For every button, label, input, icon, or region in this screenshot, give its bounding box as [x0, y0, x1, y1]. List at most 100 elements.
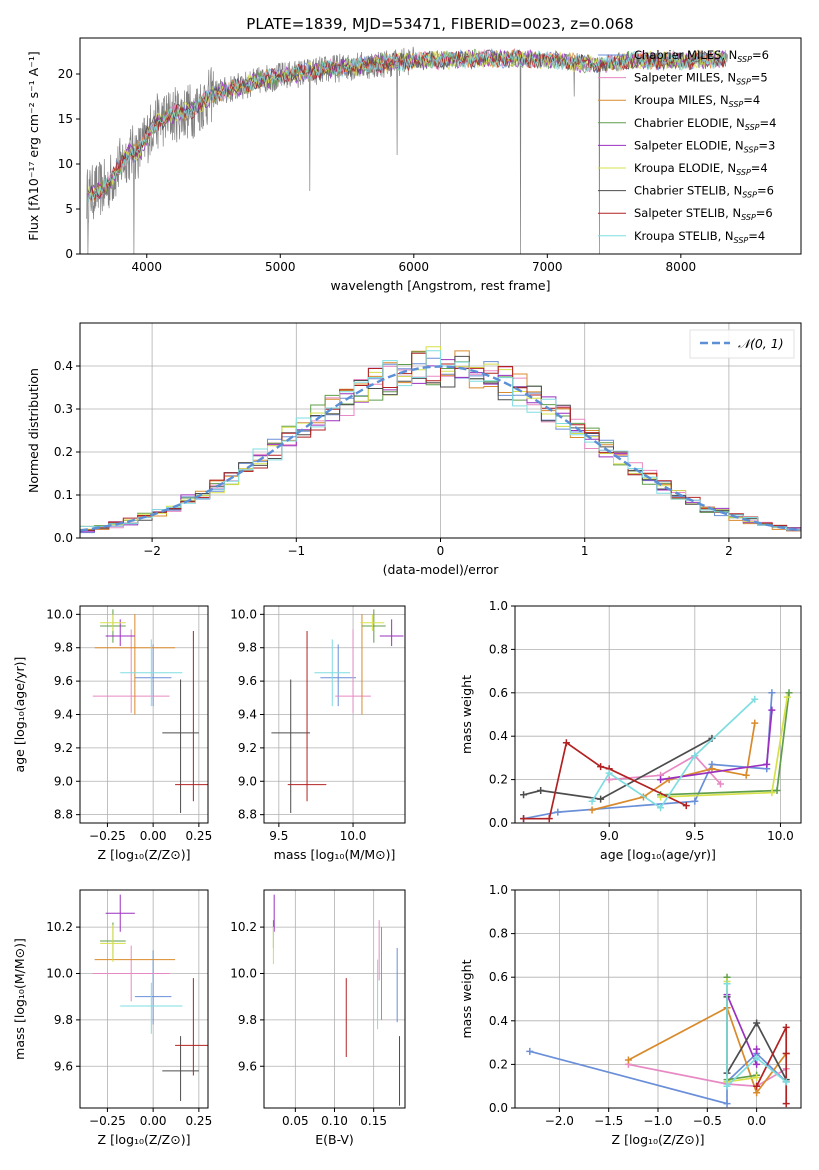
series-marker: [537, 786, 545, 794]
y-tick-label: 0.0: [489, 1101, 508, 1115]
x-tick-label: 1: [581, 544, 589, 558]
y-tick-label: 10.0: [230, 607, 257, 621]
y-tick-label: 0: [65, 247, 73, 261]
series-kroupa-elodie: [657, 693, 791, 801]
series-marker: [624, 1056, 632, 1064]
legend-entry-chabrier-stelib: Chabrier STELIB, NSSP=6: [634, 184, 774, 200]
y-axis-label: mass weight: [459, 959, 474, 1038]
series-marker: [520, 815, 528, 823]
x-tick-label: 0.15: [360, 1114, 387, 1128]
series-salpeter-stelib: [520, 739, 690, 823]
series-marker: [763, 760, 771, 768]
y-tick-label: 0.8: [489, 642, 508, 656]
series-marker: [753, 1089, 761, 1097]
x-tick-label: 10.0: [340, 829, 367, 843]
errorbar-kroupa-elodie: [100, 924, 126, 962]
x-axis-label: Z [log₁₀(Z/Z⊙)]: [98, 847, 191, 862]
x-tick-label: 0: [437, 544, 445, 558]
x-tick-label: −1: [287, 544, 305, 558]
legend-entry-salpeter-stelib: Salpeter STELIB, NSSP=6: [634, 206, 773, 222]
y-tick-label: 9.6: [54, 1059, 73, 1073]
errorbar-salpeter-stelib: [287, 631, 327, 802]
axes: −2 −1 0 1 2 0.0 0.1 0.2 0.3 0.4 (data-model)/error…: [26, 322, 802, 577]
y-tick-label: 10.0: [46, 607, 73, 621]
y-tick-label: 0.2: [489, 1057, 508, 1071]
series-marker: [768, 689, 776, 697]
y-axis-label: mass [log₁₀(M/M⊙)]: [12, 938, 27, 1060]
y-tick-label: 0.2: [489, 773, 508, 787]
y-tick-label: 0.8: [489, 927, 508, 941]
series-marker: [753, 1073, 761, 1081]
y-tick-label: 0.6: [489, 686, 508, 700]
series-marker: [657, 793, 665, 801]
x-tick-label: −2.0: [545, 1114, 574, 1128]
plot-area: [515, 890, 801, 1108]
x-tick-label: 0.00: [140, 1114, 167, 1128]
errorbar-chabrier-elodie: [361, 609, 386, 643]
x-axis-label: Z [log₁₀(Z/Z⊙)]: [98, 1132, 191, 1147]
series-marker: [751, 719, 759, 727]
y-tick-label: 0.3: [54, 402, 73, 416]
series-marker: [554, 808, 562, 816]
x-axis-label: age [log₁₀(age/yr)]: [600, 847, 716, 862]
x-tick-label: −2: [143, 544, 161, 558]
x-tick-label: −0.25: [89, 829, 126, 843]
series-marker: [783, 693, 791, 701]
y-tick-label: 10.2: [46, 920, 73, 934]
x-tick-label: 5000: [265, 260, 296, 274]
series-line: [523, 737, 713, 800]
series-marker: [605, 776, 613, 784]
errorbar-salpeter-stelib: [175, 978, 208, 1076]
legend-entry-kroupa-miles: Kroupa MILES, NSSP=4: [634, 93, 760, 109]
x-tick-label: 0.25: [185, 829, 212, 843]
x-axis-label: wavelength [Angstrom, rest frame]: [330, 278, 550, 293]
series-line: [628, 1006, 787, 1095]
series-marker: [782, 1100, 790, 1108]
y-tick-label: 0.1: [54, 488, 73, 502]
y-tick-label: 10: [58, 157, 73, 171]
x-tick-label: 0.25: [185, 1114, 212, 1128]
axes: −0.25 0.00 0.25 8.8 9.0 9.2 9.4 9.6 9.8 10.0 Z [lo…: [12, 605, 212, 862]
axes-frame: [79, 37, 802, 255]
plot-area: [264, 890, 405, 1108]
y-tick-label: 10.0: [230, 966, 257, 980]
y-tick-label: 9.2: [54, 741, 73, 755]
x-axis-label: E(B-V): [315, 1132, 354, 1147]
gaussian-curve: [80, 365, 801, 532]
errorbar-salpeter-elodie: [379, 619, 404, 647]
series-marker: [657, 776, 665, 784]
y-tick-label: 1.0: [489, 883, 508, 897]
series-line: [755, 1026, 788, 1104]
panel-weight-vs-age: 9.0 9.5 10.0 0.0 0.2 0.4 0.6 0.8 1.0 age [log₁₀(a…: [459, 599, 802, 862]
panel-spectrum: 4000 5000 6000 7000 8000 0 5 10 15 20 wavelength […: [26, 37, 802, 293]
legend-entry-kroupa-elodie: Kroupa ELODIE, NSSP=4: [634, 161, 768, 177]
plot-area: [80, 606, 208, 823]
series-kroupa-stelib: [723, 980, 790, 1090]
series-salpeter-stelib: [753, 1023, 790, 1108]
series-marker: [782, 1078, 790, 1086]
y-tick-label: 5: [65, 202, 73, 216]
x-tick-label: 9.5: [685, 829, 704, 843]
series-marker: [605, 769, 613, 777]
series-marker: [782, 1050, 790, 1057]
errorbar-kroupa-elodie: [100, 614, 126, 632]
series-marker: [723, 980, 731, 988]
x-tick-label: 9.5: [269, 829, 288, 843]
model-kroupa-stelib: [87, 49, 727, 203]
legend-entry-chabrier-elodie: Chabrier ELODIE, NSSP=4: [634, 116, 776, 132]
hist-kroupa-stelib: [80, 350, 801, 531]
series-marker: [588, 806, 596, 814]
series-marker: [785, 689, 793, 697]
series-marker: [753, 1019, 761, 1027]
y-tick-label: 9.8: [238, 641, 257, 655]
x-axis-label: Z [log₁₀(Z/Z⊙)]: [612, 1132, 705, 1147]
y-tick-label: 8.8: [54, 808, 73, 822]
series-line: [726, 983, 787, 1089]
series-salpeter-elodie: [657, 706, 776, 784]
errorbar-chabrier-miles: [134, 950, 172, 1025]
axes: −0.25 0.00 0.25 9.6 9.8 10.0 10.2 Z [log₁₀(Z/Z⊙…: [12, 889, 212, 1147]
axes: 9.5 10.0 8.8 9.0 9.2 9.4 9.6 9.8 10.0 mass [log₁₀…: [230, 605, 406, 862]
plot-area: [86, 46, 728, 254]
errorbar-kroupa-stelib: [120, 982, 183, 1034]
series-marker: [768, 706, 776, 714]
